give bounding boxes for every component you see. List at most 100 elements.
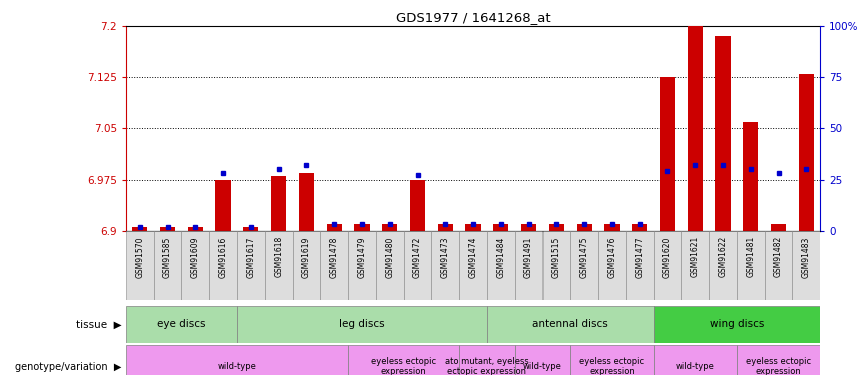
Text: GSM91619: GSM91619 xyxy=(302,236,311,278)
Text: GSM91622: GSM91622 xyxy=(719,236,727,278)
Bar xyxy=(465,224,481,231)
Bar xyxy=(515,231,542,300)
Text: genotype/variation  ▶: genotype/variation ▶ xyxy=(15,362,122,372)
Bar xyxy=(160,227,175,231)
Bar xyxy=(792,231,820,300)
Text: GSM91475: GSM91475 xyxy=(580,236,589,278)
Bar xyxy=(487,231,515,300)
Bar xyxy=(187,227,203,231)
Bar xyxy=(459,345,515,375)
Text: GSM91474: GSM91474 xyxy=(469,236,477,278)
Bar xyxy=(681,231,709,300)
Bar xyxy=(326,224,342,231)
Bar xyxy=(299,173,314,231)
Bar xyxy=(709,231,737,300)
Bar xyxy=(549,224,564,231)
Text: wild-type: wild-type xyxy=(676,362,714,371)
Bar xyxy=(126,306,237,343)
Text: GSM91476: GSM91476 xyxy=(608,236,616,278)
Bar xyxy=(271,176,286,231)
Bar xyxy=(660,77,675,231)
Text: GSM91585: GSM91585 xyxy=(163,236,172,278)
Bar xyxy=(771,224,786,231)
Bar xyxy=(737,345,820,375)
Bar xyxy=(654,345,737,375)
Bar xyxy=(604,224,620,231)
Bar xyxy=(215,180,231,231)
Bar xyxy=(348,345,459,375)
Text: eyeless ectopic
expression: eyeless ectopic expression xyxy=(579,357,645,375)
Bar xyxy=(570,345,654,375)
Bar xyxy=(743,122,759,231)
Text: GSM91620: GSM91620 xyxy=(663,236,672,278)
Bar xyxy=(154,231,181,300)
Bar xyxy=(632,224,648,231)
Bar xyxy=(737,231,765,300)
Text: GSM91491: GSM91491 xyxy=(524,236,533,278)
Bar xyxy=(404,231,431,300)
Text: eyeless ectopic
expression: eyeless ectopic expression xyxy=(746,357,812,375)
Bar xyxy=(437,224,453,231)
Bar xyxy=(237,231,265,300)
Text: GSM91479: GSM91479 xyxy=(358,236,366,278)
Bar xyxy=(410,180,425,231)
Text: GSM91481: GSM91481 xyxy=(746,236,755,278)
Bar xyxy=(126,231,154,300)
Text: wild-type: wild-type xyxy=(218,362,256,371)
Text: GSM91477: GSM91477 xyxy=(635,236,644,278)
Bar xyxy=(542,231,570,300)
Bar xyxy=(459,231,487,300)
Text: GSM91621: GSM91621 xyxy=(691,236,700,278)
Bar xyxy=(521,224,536,231)
Bar xyxy=(320,231,348,300)
Bar xyxy=(181,231,209,300)
Bar xyxy=(293,231,320,300)
Text: eye discs: eye discs xyxy=(157,320,206,329)
Bar xyxy=(243,227,259,231)
Text: GSM91480: GSM91480 xyxy=(385,236,394,278)
Text: GSM91616: GSM91616 xyxy=(219,236,227,278)
Text: GSM91617: GSM91617 xyxy=(247,236,255,278)
Text: leg discs: leg discs xyxy=(339,320,385,329)
Text: GSM91570: GSM91570 xyxy=(135,236,144,278)
Text: eyeless ectopic
expression: eyeless ectopic expression xyxy=(371,357,437,375)
Text: GSM91483: GSM91483 xyxy=(802,236,811,278)
Text: GSM91609: GSM91609 xyxy=(191,236,200,278)
Text: GSM91473: GSM91473 xyxy=(441,236,450,278)
Bar xyxy=(382,224,398,231)
Bar xyxy=(376,231,404,300)
Bar xyxy=(654,306,820,343)
Text: GSM91482: GSM91482 xyxy=(774,236,783,278)
Text: GSM91484: GSM91484 xyxy=(496,236,505,278)
Bar xyxy=(654,231,681,300)
Bar xyxy=(765,231,792,300)
Text: wild-type: wild-type xyxy=(523,362,562,371)
Bar xyxy=(348,231,376,300)
Title: GDS1977 / 1641268_at: GDS1977 / 1641268_at xyxy=(396,11,550,24)
Text: GSM91478: GSM91478 xyxy=(330,236,339,278)
Bar xyxy=(487,306,654,343)
Bar xyxy=(237,306,487,343)
Bar xyxy=(598,231,626,300)
Text: ato mutant, eyeless
ectopic expression: ato mutant, eyeless ectopic expression xyxy=(445,357,529,375)
Bar xyxy=(431,231,459,300)
Bar xyxy=(493,224,509,231)
Text: antennal discs: antennal discs xyxy=(532,320,608,329)
Bar xyxy=(354,224,370,231)
Text: tissue  ▶: tissue ▶ xyxy=(76,320,122,329)
Bar xyxy=(209,231,237,300)
Text: wing discs: wing discs xyxy=(710,320,764,329)
Bar xyxy=(570,231,598,300)
Bar xyxy=(132,227,148,231)
Text: GSM91472: GSM91472 xyxy=(413,236,422,278)
Bar xyxy=(715,36,731,231)
Text: GSM91618: GSM91618 xyxy=(274,236,283,278)
Bar xyxy=(799,74,814,231)
Bar xyxy=(626,231,654,300)
Bar xyxy=(515,345,570,375)
Bar xyxy=(687,26,703,231)
Bar xyxy=(576,224,592,231)
Text: GSM91515: GSM91515 xyxy=(552,236,561,278)
Bar xyxy=(265,231,293,300)
Bar xyxy=(126,345,348,375)
